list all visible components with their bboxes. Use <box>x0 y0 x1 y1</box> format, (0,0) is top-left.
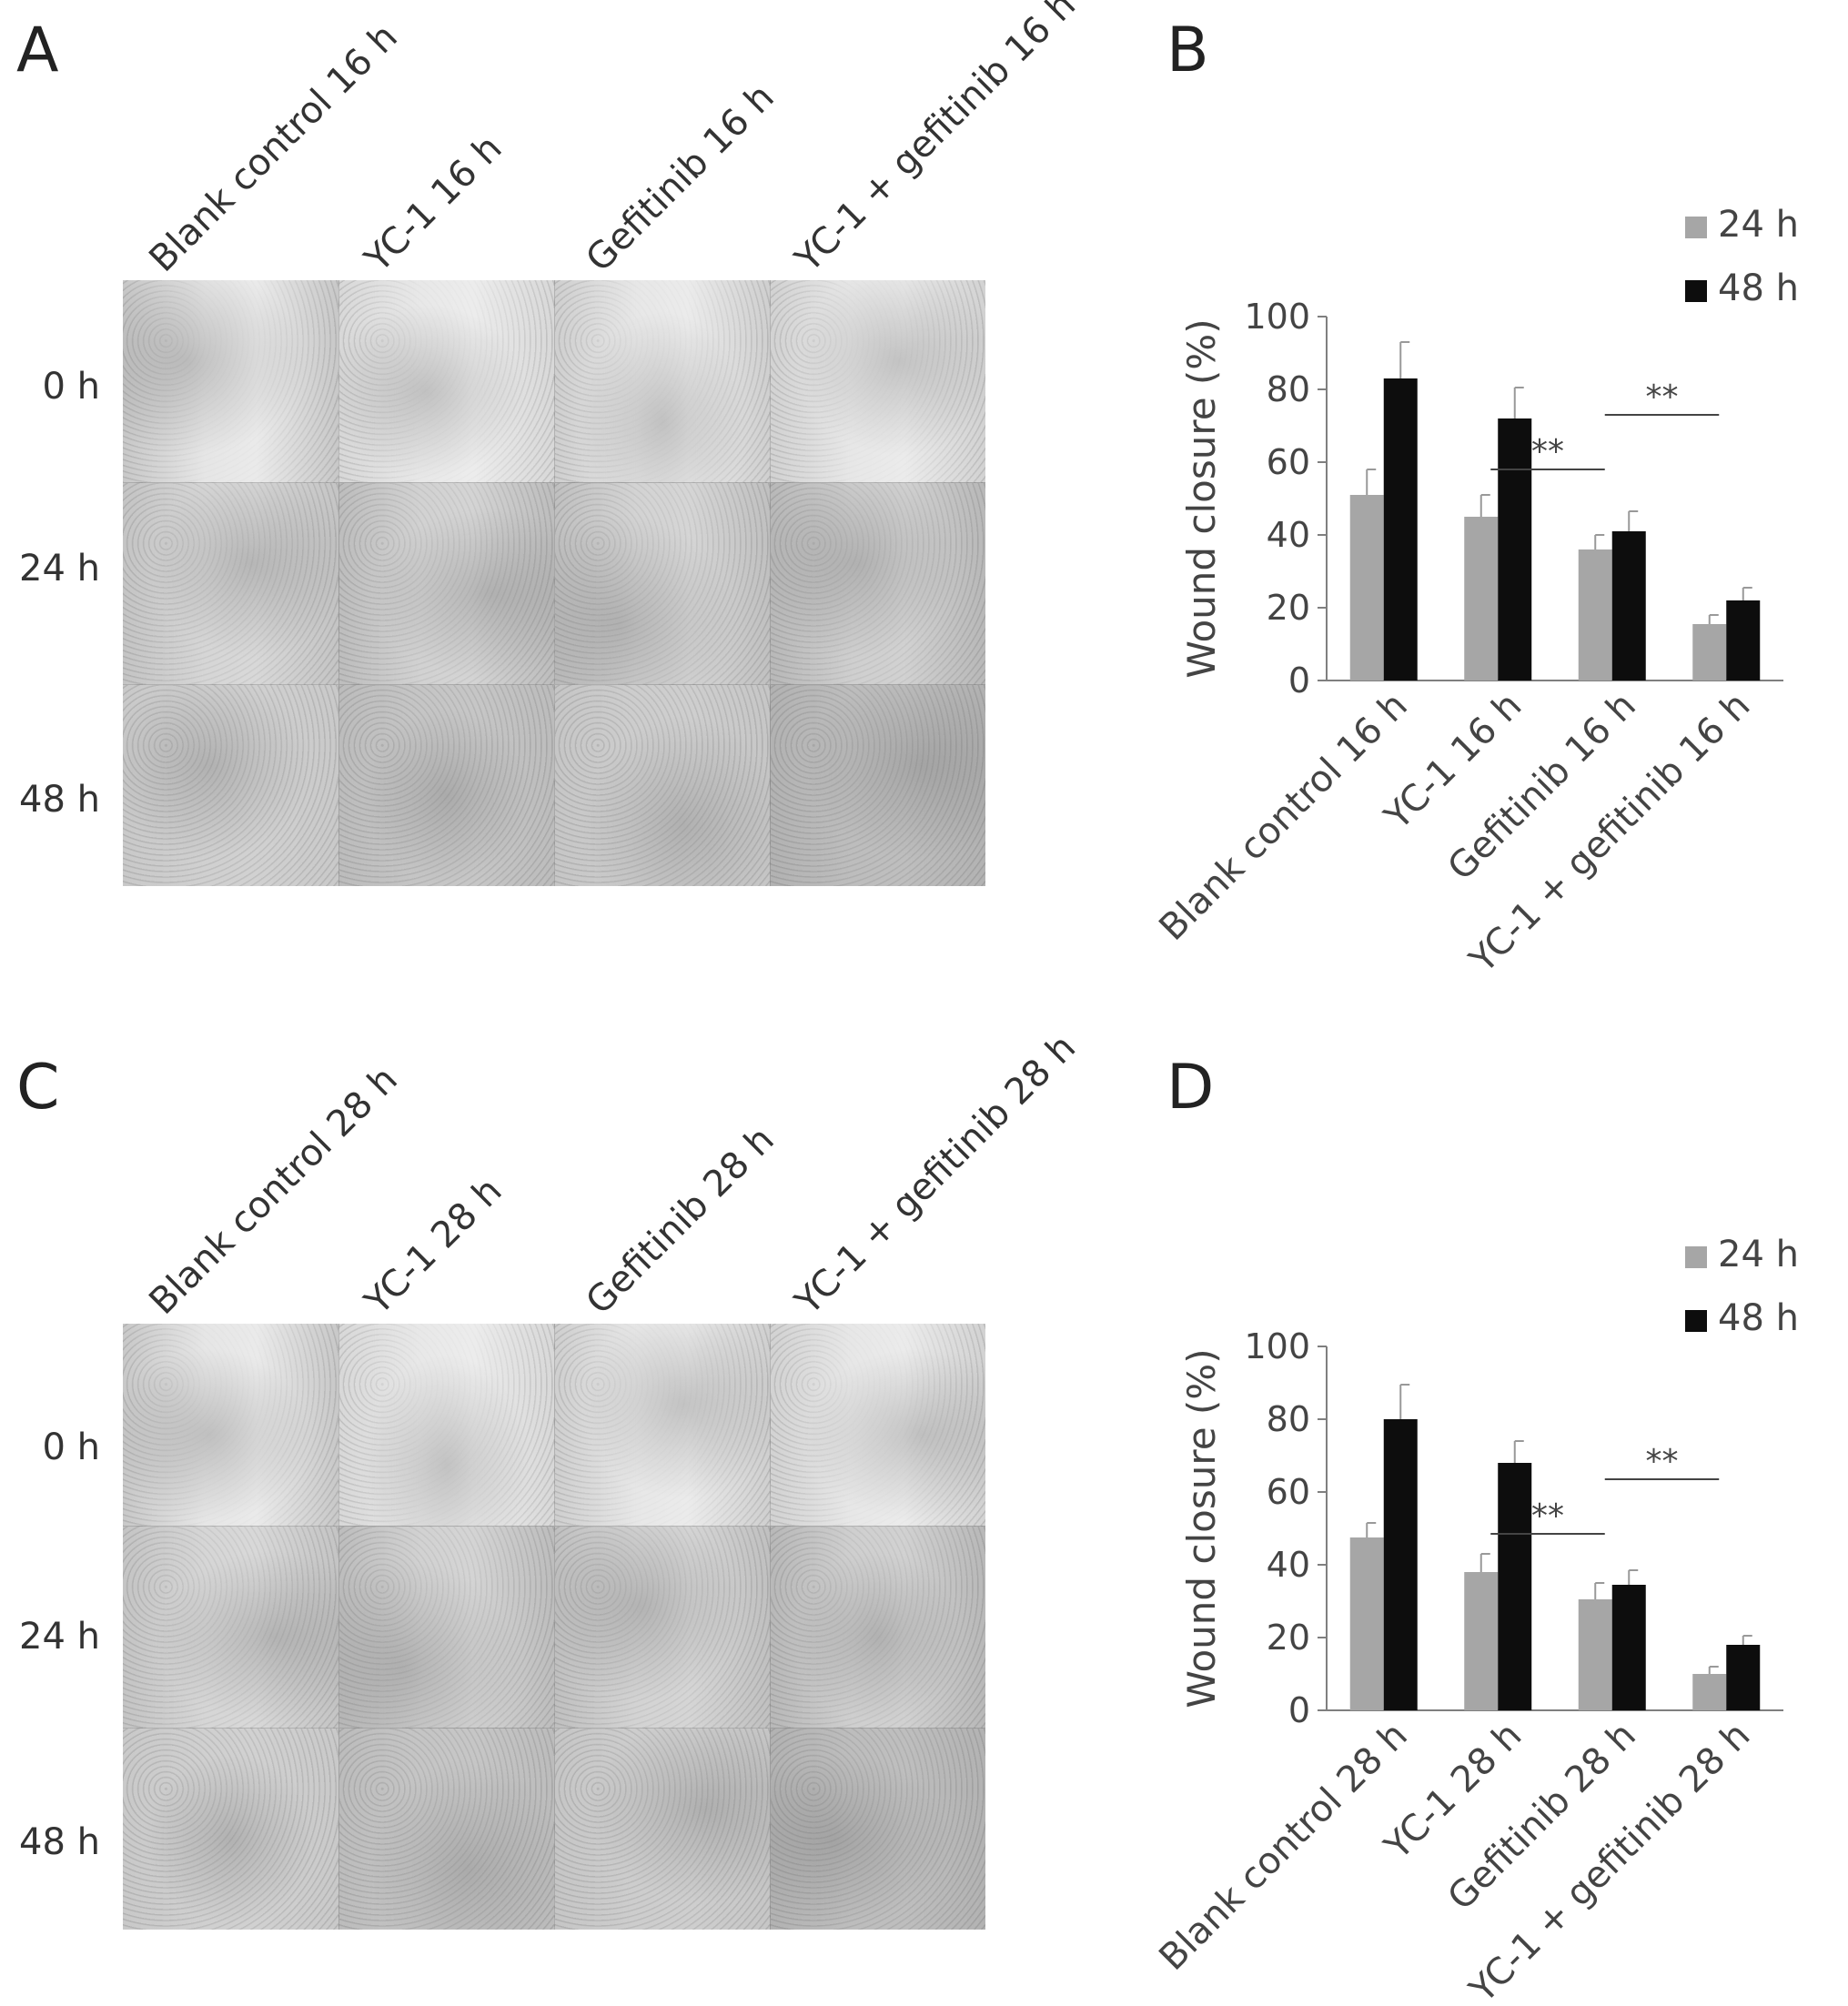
micrograph-tile <box>770 684 985 886</box>
column-label-yc1-gefitinib: YC-1 + gefitinib 28 h <box>787 1026 1085 1323</box>
micrograph-tile <box>554 1728 770 1930</box>
bar <box>1726 1645 1761 1710</box>
significance-label: ** <box>1646 378 1679 416</box>
x-tick-label: Blank control 16 h <box>1151 685 1415 949</box>
bar <box>1692 624 1727 680</box>
legend-label: 48 h <box>1718 267 1799 309</box>
micrograph-tile <box>123 1324 338 1526</box>
y-tick-label: 100 <box>1244 1326 1310 1366</box>
micrograph-tile <box>338 1728 554 1930</box>
y-tick-label: 20 <box>1267 1618 1310 1658</box>
bar <box>1498 418 1532 680</box>
y-tick-label: 40 <box>1267 1545 1310 1585</box>
micrograph-tile <box>554 1324 770 1526</box>
micrograph-tile <box>338 280 554 482</box>
column-label-yc1-gefitinib: YC-1 + gefitinib 16 h <box>787 0 1085 281</box>
column-label-gefitinib: Gefitinib 28 h <box>578 1118 783 1323</box>
micrograph-tile <box>123 1728 338 1930</box>
legend-label: 24 h <box>1718 1234 1799 1275</box>
row-label-48h: 48 h <box>19 1821 100 1863</box>
column-label-yc1: YC-1 28 h <box>357 1169 510 1323</box>
micrograph-tile <box>123 280 338 482</box>
legend-label: 48 h <box>1718 1297 1799 1339</box>
y-tick-label: 60 <box>1267 1472 1310 1512</box>
micrograph-tile <box>770 482 985 684</box>
column-label-yc1: YC-1 16 h <box>357 126 510 280</box>
micrograph-tile <box>338 1526 554 1728</box>
row-label-24h: 24 h <box>19 1616 100 1658</box>
bar-chart-b: 0 20 40 60 80 100 Wound closure (%) Blank contr… <box>1151 204 1799 982</box>
panel-letter-a: A <box>16 15 59 86</box>
micrograph-tile <box>123 684 338 886</box>
significance-label: ** <box>1646 1443 1679 1480</box>
micrograph-tile <box>338 684 554 886</box>
row-label-24h: 24 h <box>19 548 100 590</box>
legend-swatch <box>1685 217 1707 238</box>
micrograph-tile <box>338 1324 554 1526</box>
y-tick-label: 40 <box>1267 515 1310 555</box>
bar <box>1464 517 1499 680</box>
column-label-gefitinib: Gefitinib 16 h <box>578 76 783 280</box>
panel-letter-c: C <box>16 1052 60 1124</box>
micrograph-grid-a <box>123 280 985 886</box>
y-tick-label: 0 <box>1288 1690 1310 1730</box>
micrograph-tile <box>123 482 338 684</box>
row-label-0h: 0 h <box>42 1426 100 1468</box>
bar <box>1726 600 1761 680</box>
micrograph-grid-c <box>123 1324 985 1930</box>
bar <box>1464 1572 1499 1710</box>
micrograph-tile <box>770 1728 985 1930</box>
row-label-0h: 0 h <box>42 366 100 408</box>
y-tick-label: 60 <box>1267 442 1310 482</box>
y-tick-label: 100 <box>1244 297 1310 337</box>
legend-swatch <box>1685 1246 1707 1268</box>
micrograph-tile <box>554 482 770 684</box>
bar <box>1578 1599 1612 1710</box>
legend-label: 24 h <box>1718 204 1799 246</box>
y-tick-label: 0 <box>1288 660 1310 701</box>
bar <box>1611 1585 1646 1710</box>
micrograph-tile <box>338 482 554 684</box>
row-label-48h: 48 h <box>19 779 100 821</box>
bar <box>1383 378 1418 680</box>
significance-label: ** <box>1531 433 1564 470</box>
legend-swatch <box>1685 280 1707 302</box>
bar <box>1498 1463 1532 1710</box>
panel-letter-b: B <box>1166 15 1209 86</box>
bar <box>1692 1674 1727 1710</box>
micrograph-tile <box>770 280 985 482</box>
micrograph-tile <box>554 684 770 886</box>
legend-swatch <box>1685 1310 1707 1332</box>
panel-letter-d: D <box>1166 1052 1215 1124</box>
bar <box>1349 1537 1384 1710</box>
bar <box>1578 549 1612 680</box>
bar <box>1349 495 1384 680</box>
y-axis-label: Wound closure (%) <box>1179 1348 1224 1708</box>
y-axis-label: Wound closure (%) <box>1179 318 1224 678</box>
x-tick-label: Blank control 28 h <box>1151 1715 1415 1979</box>
y-tick-label: 80 <box>1267 1399 1310 1439</box>
micrograph-tile <box>554 280 770 482</box>
bar-chart-d: 0 20 40 60 80 100 Wound closure (%) Blank contr… <box>1151 1234 1799 2006</box>
significance-label: ** <box>1531 1497 1564 1535</box>
micrograph-tile <box>123 1526 338 1728</box>
bar <box>1383 1419 1418 1710</box>
micrograph-tile <box>770 1526 985 1728</box>
micrograph-tile <box>554 1526 770 1728</box>
bar <box>1611 531 1646 680</box>
y-tick-label: 80 <box>1267 369 1310 409</box>
micrograph-tile <box>770 1324 985 1526</box>
y-tick-label: 20 <box>1267 588 1310 628</box>
